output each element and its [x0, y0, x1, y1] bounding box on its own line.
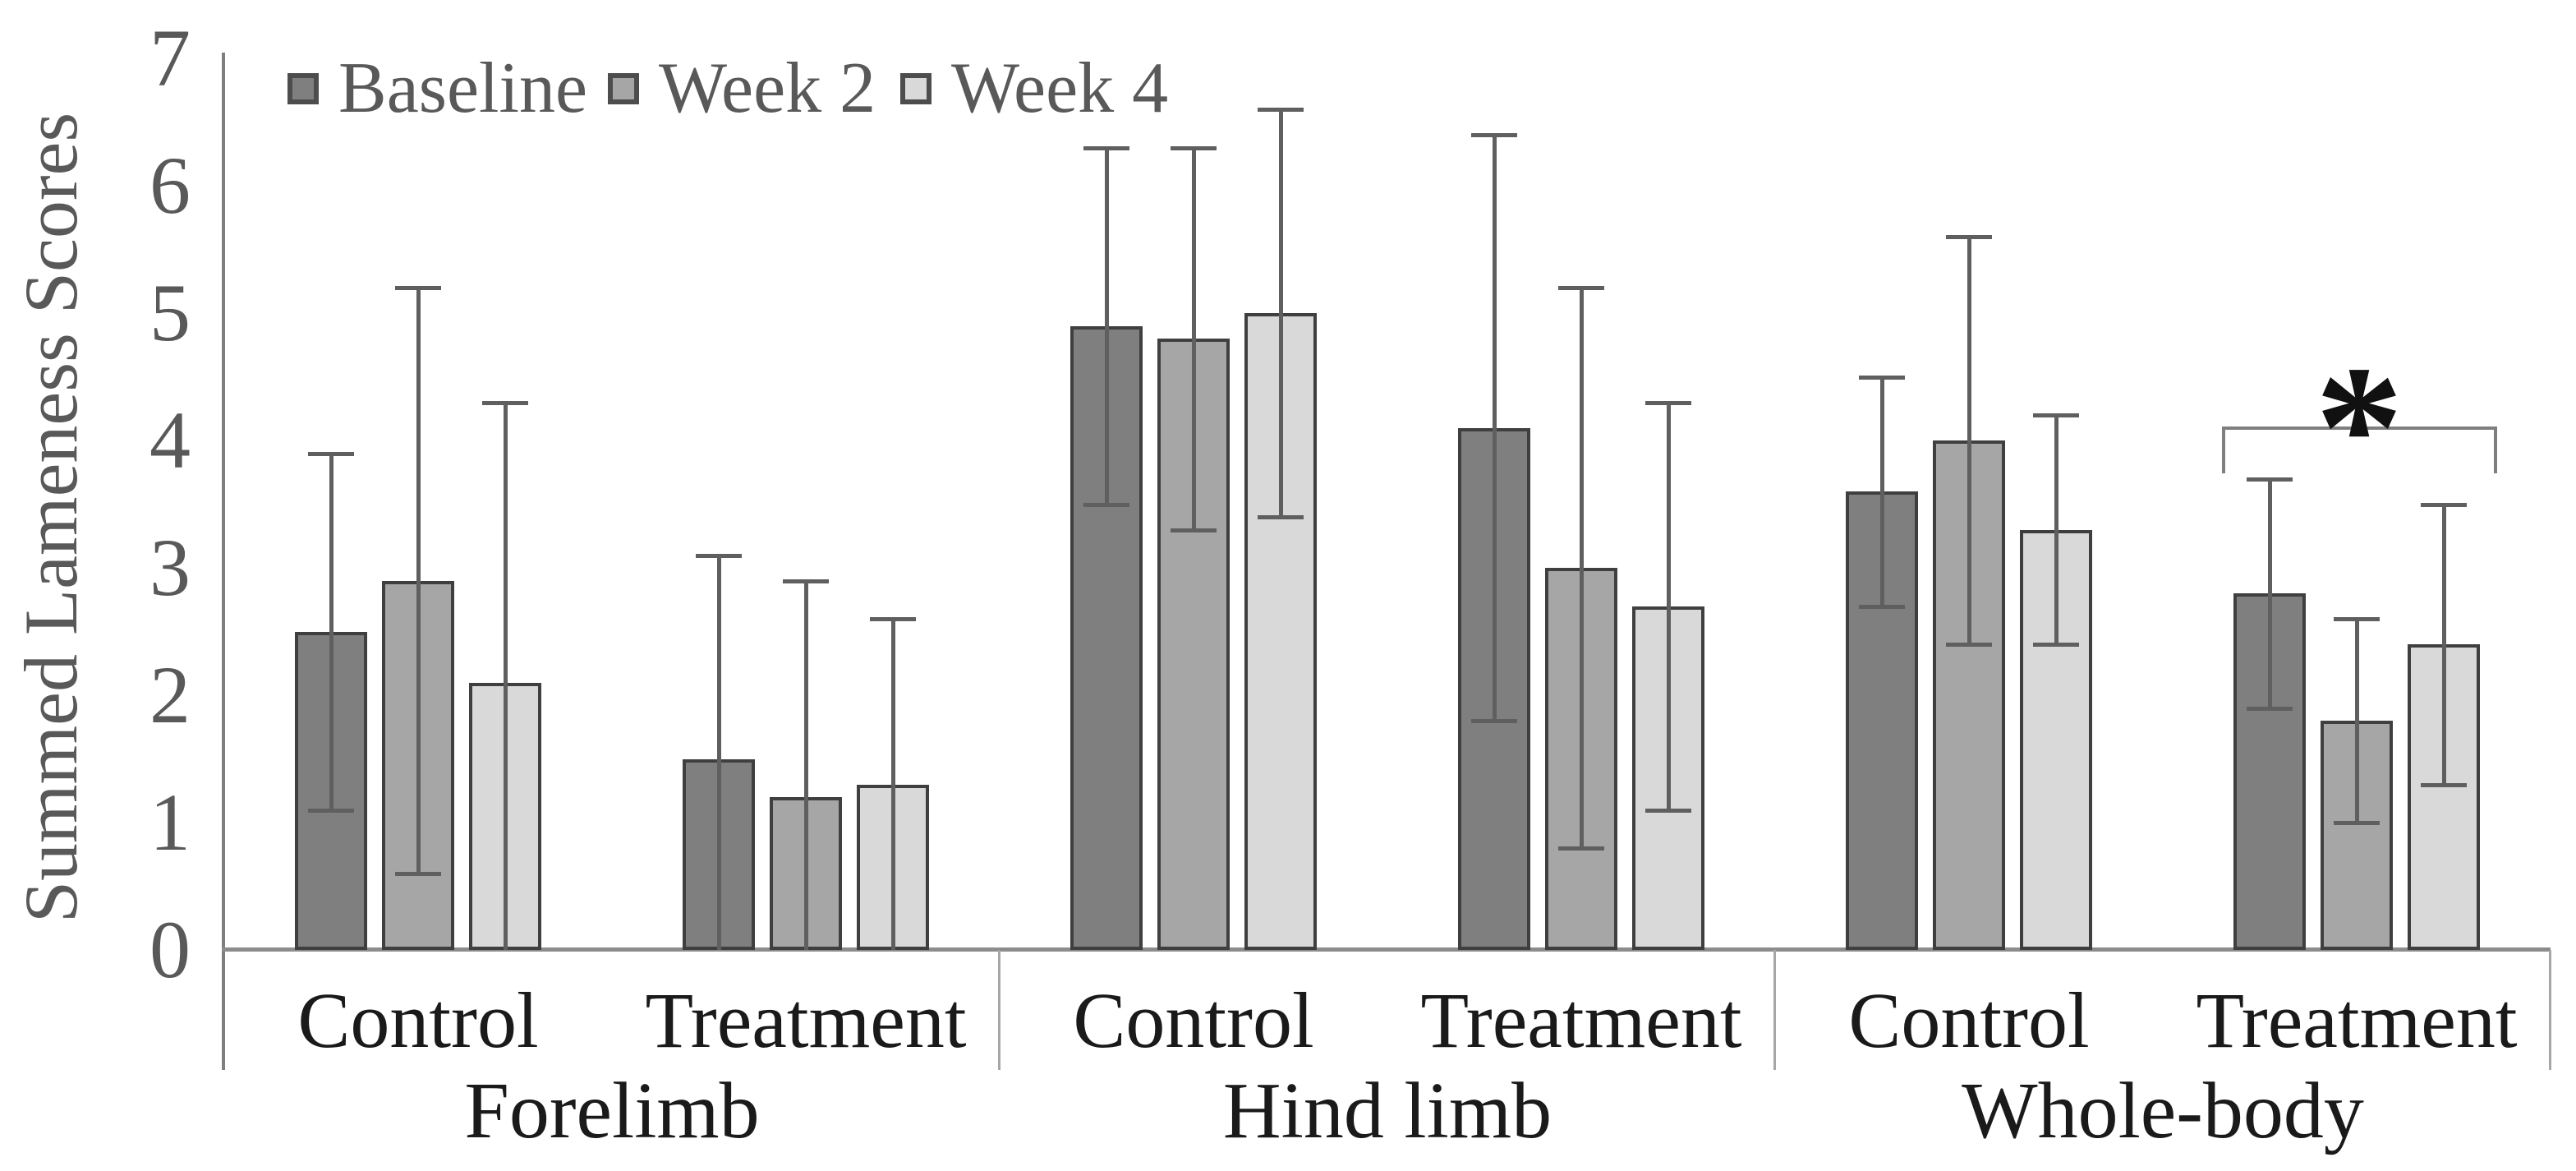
category-divider [2549, 950, 2551, 1070]
y-tick-label: 1 [150, 777, 191, 868]
error-bar-cap-bottom [1859, 604, 1905, 609]
error-bar-cap-bottom [1083, 502, 1129, 507]
error-bar-cap-top [482, 400, 528, 405]
x-group-label: Hind limb [1222, 1067, 1552, 1155]
x-label-control: Control [1848, 976, 2090, 1064]
x-label-treatment: Treatment [2196, 976, 2518, 1064]
y-tick-label: 5 [150, 267, 191, 358]
bar-baseline [1846, 491, 1918, 950]
error-bar-cap-top [1558, 286, 1604, 290]
error-bar-cap-bottom [308, 808, 354, 813]
error-bar-line [1279, 109, 1283, 517]
error-bar-cap-bottom [2421, 782, 2467, 787]
y-tick-label: 3 [150, 522, 191, 613]
legend-swatch [288, 73, 319, 104]
error-bar-cap-top [2421, 502, 2467, 507]
error-bar-cap-top [2033, 413, 2079, 417]
legend-swatch [900, 73, 932, 104]
error-bar-cap-bottom [395, 872, 441, 876]
x-axis-line [222, 947, 2551, 952]
error-bar-line [329, 453, 334, 810]
x-label-control: Control [297, 976, 539, 1064]
error-bar-cap-top [395, 286, 441, 290]
x-label-treatment: Treatment [645, 976, 967, 1064]
y-tick-label: 6 [150, 140, 191, 231]
error-bar-line [1192, 147, 1196, 530]
x-group-label: Whole-body [1962, 1067, 2364, 1155]
error-bar-line [1880, 376, 1884, 606]
error-bar-line [717, 555, 721, 950]
legend-item: Week 2 [608, 53, 876, 125]
significance-bracket-left-tick [2222, 426, 2225, 473]
y-axis-line [222, 53, 225, 1070]
error-bar-cap-top [1859, 375, 1905, 380]
legend-label: Baseline [338, 48, 588, 128]
legend-swatch [608, 73, 639, 104]
y-tick-label: 0 [150, 904, 191, 995]
legend-item: Week 4 [900, 53, 1168, 125]
error-bar-cap-top [870, 617, 916, 621]
error-bar-line [1967, 237, 1971, 644]
error-bar-cap-bottom [1946, 643, 1992, 647]
y-tick-label: 2 [150, 649, 191, 740]
error-bar-cap-top [1083, 145, 1129, 150]
y-tick-label: 7 [150, 12, 191, 104]
error-bar-line [2054, 415, 2058, 644]
error-bar-cap-bottom [1171, 528, 1217, 532]
error-bar-line [1493, 135, 1497, 721]
error-bar-line [1105, 147, 1109, 505]
legend-label: Week 4 [951, 48, 1169, 128]
legend-label: Week 2 [659, 48, 876, 128]
category-divider [1773, 950, 1776, 1070]
error-bar-cap-top [696, 553, 742, 558]
legend-item: Baseline [288, 53, 587, 125]
error-bar-line [1667, 402, 1671, 810]
error-bar-line [2268, 478, 2272, 708]
error-bar-cap-bottom [1471, 719, 1517, 723]
error-bar-line [804, 580, 808, 950]
x-label-treatment: Treatment [1420, 976, 1742, 1064]
x-label-control: Control [1073, 976, 1314, 1064]
error-bar-line [2355, 619, 2359, 823]
error-bar-cap-bottom [2247, 706, 2293, 711]
significance-asterisk: * [2315, 329, 2404, 525]
error-bar-cap-top [2334, 617, 2380, 621]
significance-bracket-top [2222, 426, 2497, 430]
error-bar-line [891, 619, 895, 950]
error-bar-line [416, 288, 421, 874]
error-bar-cap-bottom [2334, 821, 2380, 825]
bar-week2 [2321, 721, 2393, 950]
error-bar-cap-bottom [1558, 846, 1604, 851]
error-bar-cap-top [783, 579, 829, 583]
category-divider [998, 950, 1000, 1070]
error-bar-cap-top [1258, 108, 1304, 112]
error-bar-line [2442, 504, 2446, 785]
error-bar-line [1580, 288, 1584, 848]
significance-bracket-right-tick [2494, 426, 2497, 473]
error-bar-cap-bottom [2033, 643, 2079, 647]
error-bar-cap-top [1946, 235, 1992, 239]
error-bar-cap-bottom [1645, 808, 1691, 813]
error-bar-cap-top [2247, 477, 2293, 482]
error-bar-cap-top [308, 451, 354, 456]
error-bar-cap-bottom [1258, 515, 1304, 519]
error-bar-cap-top [1645, 400, 1691, 405]
y-tick-label: 4 [150, 394, 191, 486]
error-bar-cap-top [1171, 145, 1217, 150]
error-bar-cap-top [1471, 133, 1517, 137]
x-group-label: Forelimb [464, 1067, 760, 1155]
error-bar-line [504, 402, 508, 950]
